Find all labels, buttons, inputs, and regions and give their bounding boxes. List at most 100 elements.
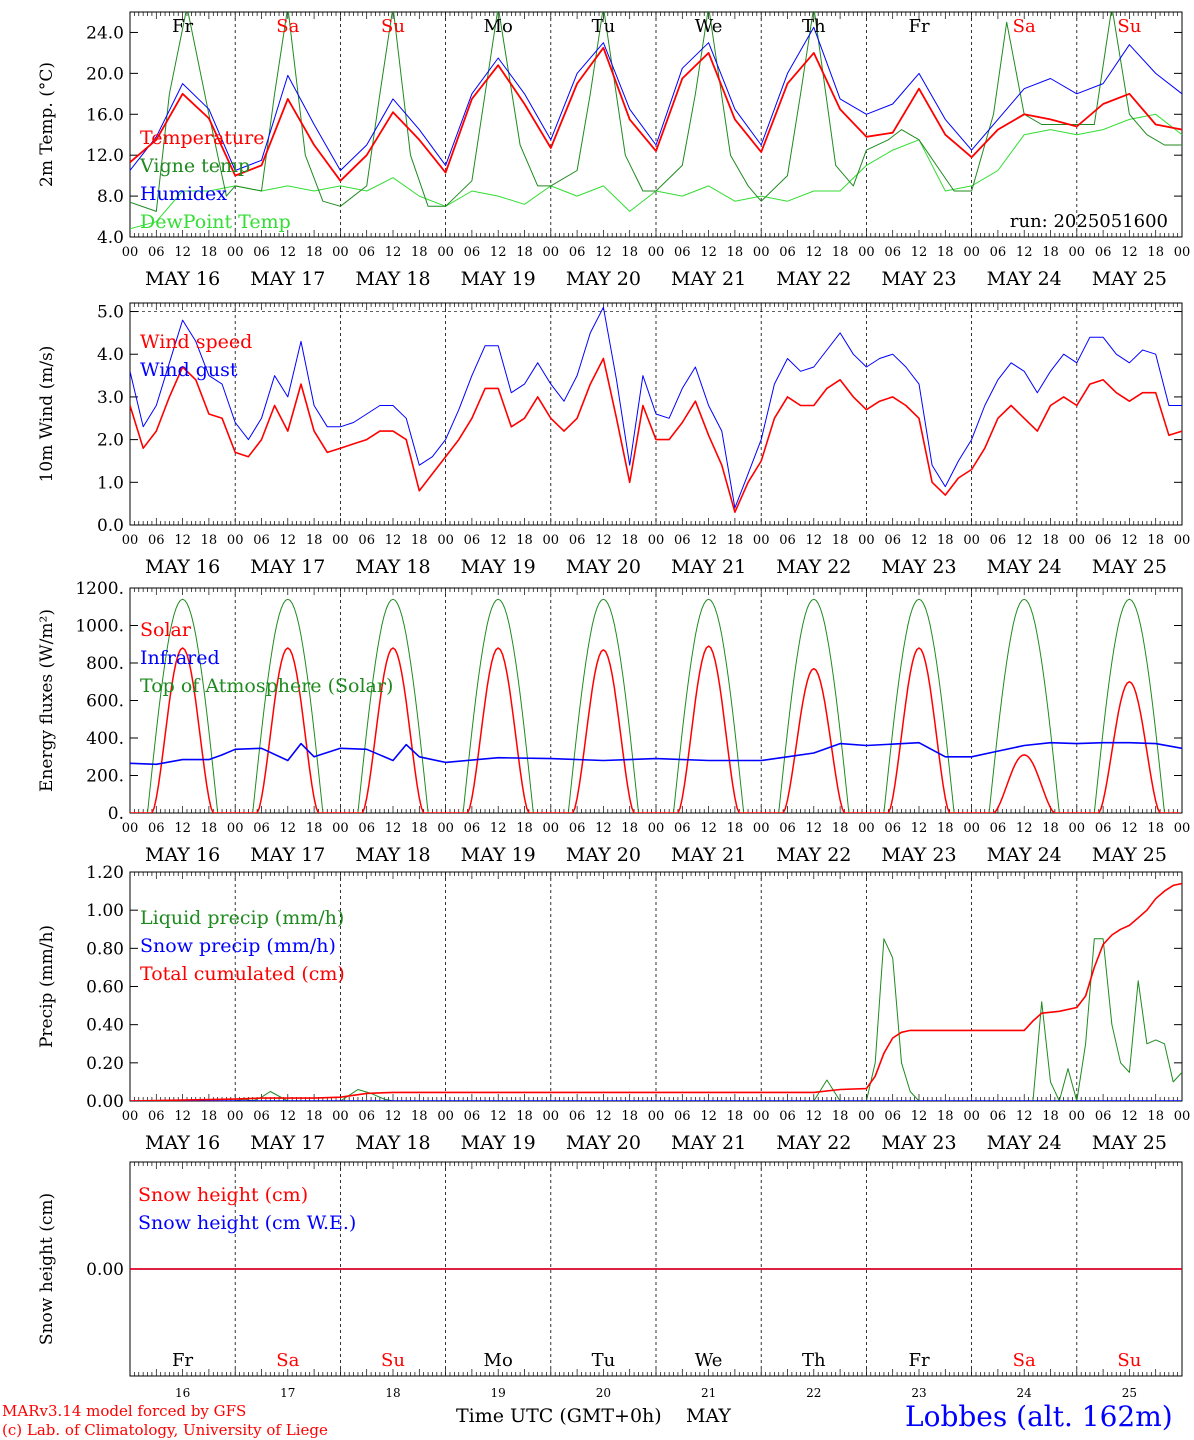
hour-tick-label: 18 xyxy=(832,245,849,260)
hour-tick-label: 18 xyxy=(727,245,744,260)
y-tick-label: 8.0 xyxy=(97,187,124,207)
hour-tick-label: 12 xyxy=(806,821,823,836)
hour-tick-label: 18 xyxy=(201,821,218,836)
y-tick-label: 4.0 xyxy=(97,228,124,248)
hour-tick-label: 00 xyxy=(543,821,560,836)
day-number-label: 16 xyxy=(175,1386,190,1400)
wind-gust-line xyxy=(130,306,1182,509)
weekday-label: Sa xyxy=(276,16,299,37)
hour-tick-label: 06 xyxy=(569,1109,586,1124)
day-label: MAY 19 xyxy=(461,268,536,290)
y-tick-label: 0.20 xyxy=(86,1054,124,1074)
weekday-label: Fr xyxy=(908,1350,929,1371)
y-tick-label: 1.20 xyxy=(86,863,124,883)
hour-tick-label: 00 xyxy=(332,533,349,548)
hour-tick-label: 12 xyxy=(911,245,928,260)
hour-tick-label: 12 xyxy=(700,533,717,548)
hour-tick-label: 12 xyxy=(490,245,507,260)
weekday-label: Su xyxy=(1117,1350,1141,1371)
day-label: MAY 22 xyxy=(776,1132,851,1154)
hour-tick-label: 00 xyxy=(332,821,349,836)
hour-tick-label: 12 xyxy=(911,1109,928,1124)
hour-tick-label: 00 xyxy=(437,245,454,260)
day-label: MAY 20 xyxy=(566,1132,641,1154)
hour-tick-label: 18 xyxy=(621,1109,638,1124)
hour-tick-label: 06 xyxy=(779,245,796,260)
panel-frame xyxy=(129,587,1183,814)
day-label: MAY 22 xyxy=(776,844,851,866)
day-label: MAY 17 xyxy=(250,1132,325,1154)
y-axis-title: 2m Temp. (°C) xyxy=(37,62,57,187)
y-tick-label: 0.80 xyxy=(86,939,124,959)
hour-tick-label: 18 xyxy=(1147,821,1164,836)
day-label: MAY 20 xyxy=(566,556,641,578)
day-label: MAY 21 xyxy=(671,556,746,578)
hour-tick-label: 00 xyxy=(1174,533,1191,548)
legend-entry: Wind gust xyxy=(140,359,238,381)
series-group xyxy=(130,882,1182,1101)
station-label: Lobbes (alt. 162m) xyxy=(905,1400,1173,1433)
weekday-label: Fr xyxy=(908,16,929,37)
hour-tick-label: 18 xyxy=(411,821,428,836)
day-label: MAY 25 xyxy=(1092,844,1167,866)
hour-tick-label: 18 xyxy=(516,1109,533,1124)
hour-tick-label: 06 xyxy=(148,245,165,260)
toa-solar-line xyxy=(130,598,1180,813)
hour-tick-label: 06 xyxy=(1095,245,1112,260)
weekday-label: Su xyxy=(1117,16,1141,37)
hour-tick-label: 12 xyxy=(700,1109,717,1124)
hour-tick-label: 18 xyxy=(727,533,744,548)
y-tick-label: 1.0 xyxy=(97,473,124,493)
hour-tick-label: 18 xyxy=(621,245,638,260)
series-group xyxy=(130,598,1182,813)
hour-tick-label: 12 xyxy=(806,1109,823,1124)
hour-tick-label: 12 xyxy=(490,1109,507,1124)
hour-tick-label: 06 xyxy=(779,1109,796,1124)
hour-tick-label: 18 xyxy=(1147,245,1164,260)
legend-entry: Solar xyxy=(140,619,192,641)
day-label: MAY 22 xyxy=(776,268,851,290)
y-tick-label: 16.0 xyxy=(86,105,124,125)
day-label: MAY 23 xyxy=(881,1132,956,1154)
hour-tick-label: 06 xyxy=(990,245,1007,260)
day-label: MAY 16 xyxy=(145,844,220,866)
hour-tick-label: 18 xyxy=(201,533,218,548)
weekday-label: Th xyxy=(802,1350,826,1371)
day-label: MAY 17 xyxy=(250,844,325,866)
legend-entry: Temperature xyxy=(140,127,264,149)
hour-tick-label: 00 xyxy=(858,821,875,836)
hour-tick-label: 12 xyxy=(595,245,612,260)
hour-tick-label: 06 xyxy=(253,245,270,260)
hour-tick-label: 12 xyxy=(385,533,402,548)
hour-tick-label: 06 xyxy=(674,1109,691,1124)
hour-tick-label: 18 xyxy=(1042,1109,1059,1124)
hour-tick-label: 12 xyxy=(385,245,402,260)
hour-tick-label: 12 xyxy=(911,533,928,548)
hour-tick-label: 18 xyxy=(306,1109,323,1124)
hour-tick-label: 18 xyxy=(516,821,533,836)
day-label: MAY 19 xyxy=(461,844,536,866)
hour-tick-label: 00 xyxy=(122,533,139,548)
hour-tick-label: 00 xyxy=(122,821,139,836)
hour-tick-label: 18 xyxy=(201,1109,218,1124)
hour-tick-label: 06 xyxy=(1095,533,1112,548)
cumulated-precip-line xyxy=(130,882,1182,1101)
weekday-label: We xyxy=(695,16,723,37)
wind-speed-line xyxy=(130,357,1182,514)
y-tick-label: 12.0 xyxy=(86,146,124,166)
hour-tick-label: 00 xyxy=(437,1109,454,1124)
series-line-2 xyxy=(130,26,1182,171)
hour-tick-label: 18 xyxy=(937,245,954,260)
hour-tick-label: 00 xyxy=(437,821,454,836)
y-tick-label: 3.0 xyxy=(97,388,124,408)
hour-tick-label: 12 xyxy=(911,821,928,836)
hour-tick-label: 18 xyxy=(937,533,954,548)
hour-tick-label: 00 xyxy=(858,533,875,548)
hour-tick-label: 06 xyxy=(464,821,481,836)
hour-tick-label: 06 xyxy=(358,821,375,836)
hour-tick-label: 12 xyxy=(806,533,823,548)
y-tick-label: 0.40 xyxy=(86,1016,124,1036)
hour-tick-label: 12 xyxy=(595,533,612,548)
day-label: MAY 18 xyxy=(355,844,430,866)
